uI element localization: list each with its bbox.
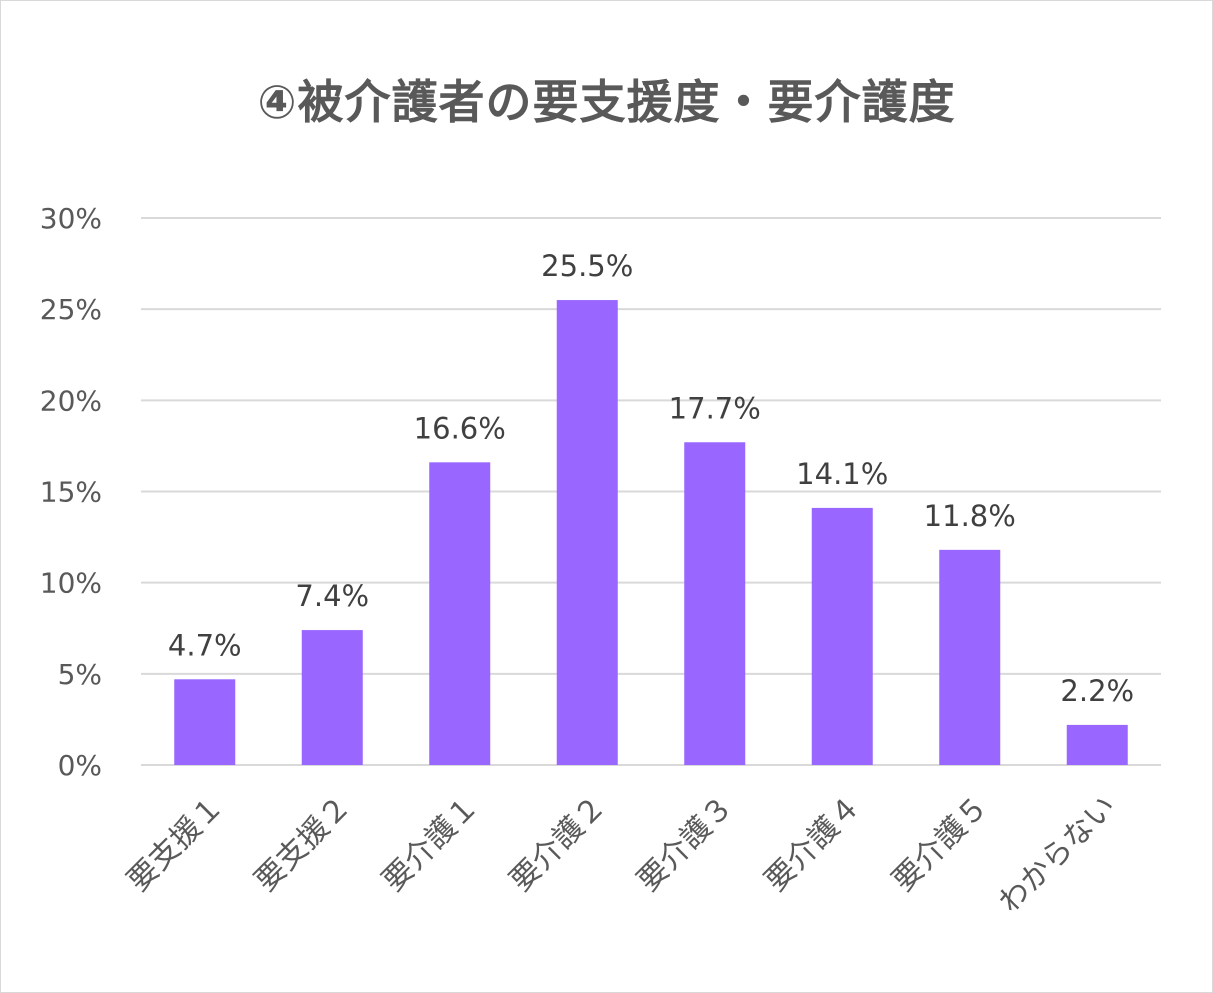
category-label: わからない xyxy=(992,789,1123,920)
chart-title: ④被介護者の要支援度・要介護度 xyxy=(257,75,956,129)
data-label: 2.2% xyxy=(1060,674,1134,708)
data-labels: 4.7% 7.4% 16.6% 25.5% 17.7% 14.1% 11.8% 2.2% xyxy=(168,249,1134,708)
y-axis-ticks: 0% 5% 10% 15% 20% 25% 30% xyxy=(40,202,102,782)
category-label: 要支援１ xyxy=(121,789,231,899)
data-label: 16.6% xyxy=(414,411,506,445)
y-tick-label: 10% xyxy=(40,567,102,600)
category-label: 要支援２ xyxy=(248,789,358,899)
bar xyxy=(556,300,618,765)
data-label: 17.7% xyxy=(669,391,761,425)
category-label: 要介護４ xyxy=(758,789,868,899)
category-label: 要介護５ xyxy=(886,789,996,899)
data-label: 14.1% xyxy=(796,457,888,491)
data-label: 11.8% xyxy=(924,499,1016,533)
bar xyxy=(939,549,1001,765)
bar xyxy=(301,630,363,765)
bar xyxy=(429,462,491,765)
bars xyxy=(174,300,1128,765)
bar xyxy=(174,679,236,765)
y-tick-label: 5% xyxy=(58,658,102,691)
y-tick-label: 20% xyxy=(40,384,102,417)
y-tick-label: 25% xyxy=(40,293,102,326)
category-label: 要介護１ xyxy=(376,789,486,899)
y-tick-label: 30% xyxy=(40,202,102,235)
data-label: 7.4% xyxy=(295,579,369,613)
bar xyxy=(811,507,873,765)
bar xyxy=(684,442,746,765)
category-label: 要介護２ xyxy=(503,789,613,899)
data-label: 25.5% xyxy=(541,249,633,283)
category-label: 要介護３ xyxy=(631,789,741,899)
y-tick-label: 0% xyxy=(58,749,102,782)
grid-lines xyxy=(141,217,1161,766)
y-tick-label: 15% xyxy=(40,476,102,509)
data-label: 4.7% xyxy=(168,628,242,662)
bar xyxy=(1066,724,1128,765)
